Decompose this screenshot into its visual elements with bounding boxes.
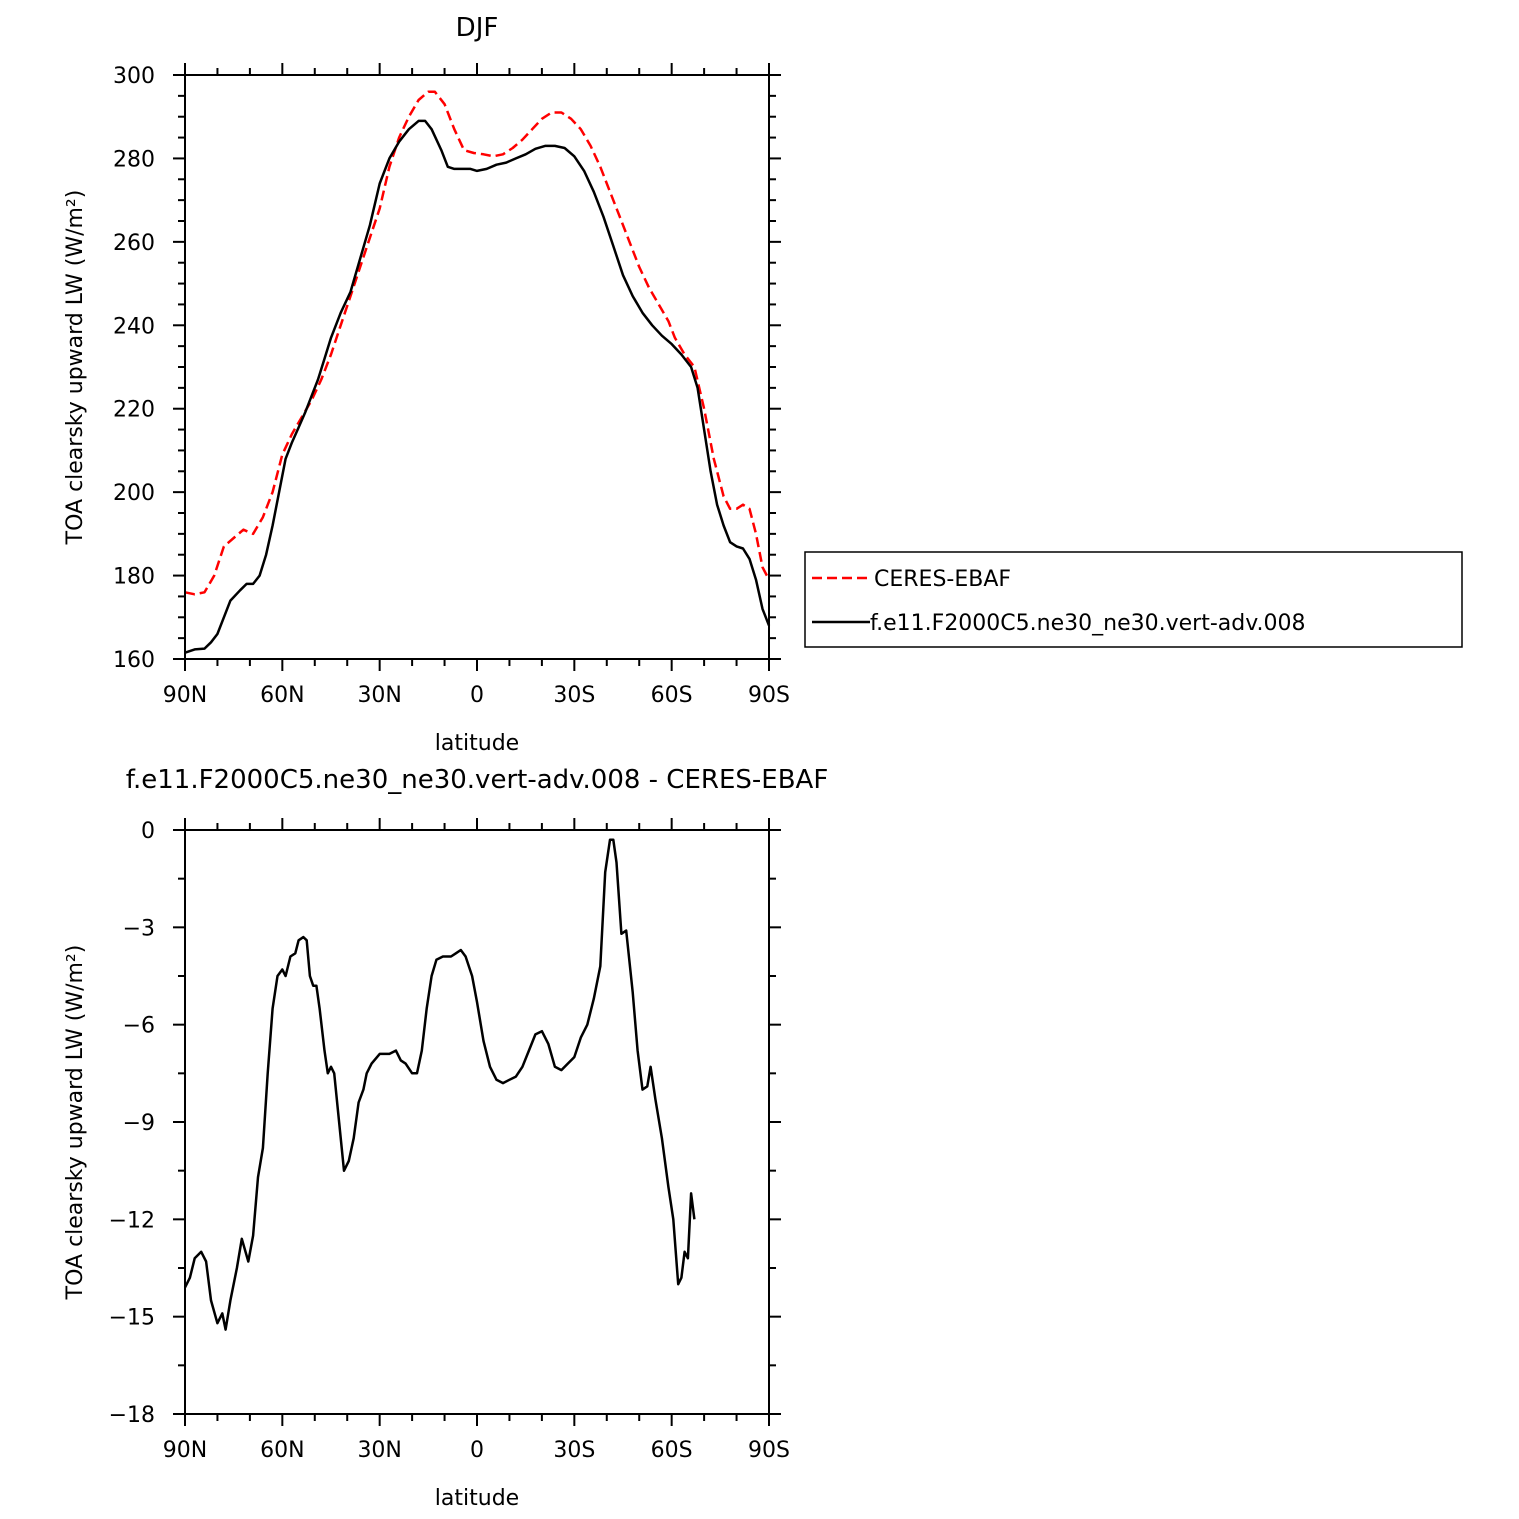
top-plot-frame [184, 74, 770, 660]
bottom-y-tick-labels: −18 −15 −12 −9 −6 −3 0 [109, 819, 155, 1428]
top-y-tick-labels: 160 180 200 220 240 260 280 300 [113, 64, 155, 673]
x-tick-label: 90S [748, 1438, 790, 1463]
y-tick-label: 300 [113, 64, 155, 89]
bottom-chart-title: f.e11.F2000C5.ne30_ne30.vert-adv.008 - C… [126, 765, 829, 795]
y-tick-label: −3 [123, 916, 155, 941]
y-tick-label: 280 [113, 147, 155, 172]
bottom-plot-frame [184, 829, 770, 1415]
y-tick-label: −6 [123, 1014, 155, 1039]
top-panel: DJF 90N 60N 30N 0 30S 60S 90S 160 180 200 220 240 2… [63, 13, 1463, 756]
x-tick-label: 30S [553, 1438, 595, 1463]
series-line-0-1 [184, 119, 771, 654]
bottom-x-tick-labels: 90N 60N 30N 0 30S 60S 90S [163, 1438, 790, 1463]
x-tick-label: 90N [163, 683, 207, 708]
x-tick-label: 0 [470, 683, 484, 708]
top-chart-title: DJF [456, 13, 499, 43]
top-y-axis-label: TOA clearsky upward LW (W/m²) [63, 190, 88, 546]
x-tick-label: 60N [260, 683, 304, 708]
x-tick-label: 60S [651, 683, 693, 708]
x-tick-label: 90N [163, 1438, 207, 1463]
bottom-x-axis-label: latitude [435, 1486, 519, 1511]
x-tick-label: 0 [470, 1438, 484, 1463]
x-tick-label: 90S [748, 683, 790, 708]
y-tick-label: 200 [113, 481, 155, 506]
bottom-series-lines [183, 838, 696, 1331]
y-tick-label: 160 [113, 648, 155, 673]
bottom-panel: f.e11.F2000C5.ne30_ne30.vert-adv.008 - C… [63, 765, 828, 1511]
top-x-tick-labels: 90N 60N 30N 0 30S 60S 90S [163, 683, 790, 708]
top-x-axis-label: latitude [435, 731, 519, 756]
series-line-0-0 [184, 90, 771, 596]
top-series-lines [184, 90, 771, 654]
x-tick-label: 30N [357, 683, 401, 708]
bottom-title-clip: f.e11.F2000C5.ne30_ne30.vert-adv.008 - C… [126, 765, 829, 795]
y-tick-label: 240 [113, 314, 155, 339]
x-tick-label: 60N [260, 1438, 304, 1463]
y-tick-label: 0 [141, 819, 155, 844]
y-tick-label: −12 [109, 1208, 155, 1233]
y-tick-label: −18 [109, 1403, 155, 1428]
y-tick-label: −15 [109, 1306, 155, 1331]
y-tick-label: −9 [123, 1111, 155, 1136]
x-tick-label: 60S [651, 1438, 693, 1463]
y-tick-label: 180 [113, 565, 155, 590]
legend-label-ceres: CERES-EBAF [874, 567, 1011, 592]
top-axis-ticks [173, 63, 781, 671]
bottom-y-axis-label: TOA clearsky upward LW (W/m²) [63, 945, 88, 1301]
legend-label-model: f.e11.F2000C5.ne30_ne30.vert-adv.008 [870, 611, 1306, 636]
legend-box [804, 551, 1463, 648]
bottom-axis-ticks [173, 818, 781, 1426]
series-line-1-0 [183, 838, 696, 1331]
y-tick-label: 220 [113, 398, 155, 423]
x-tick-label: 30N [357, 1438, 401, 1463]
legend: CERES-EBAF f.e11.F2000C5.ne30_ne30.vert-… [804, 551, 1463, 648]
y-tick-label: 260 [113, 231, 155, 256]
x-tick-label: 30S [553, 683, 595, 708]
